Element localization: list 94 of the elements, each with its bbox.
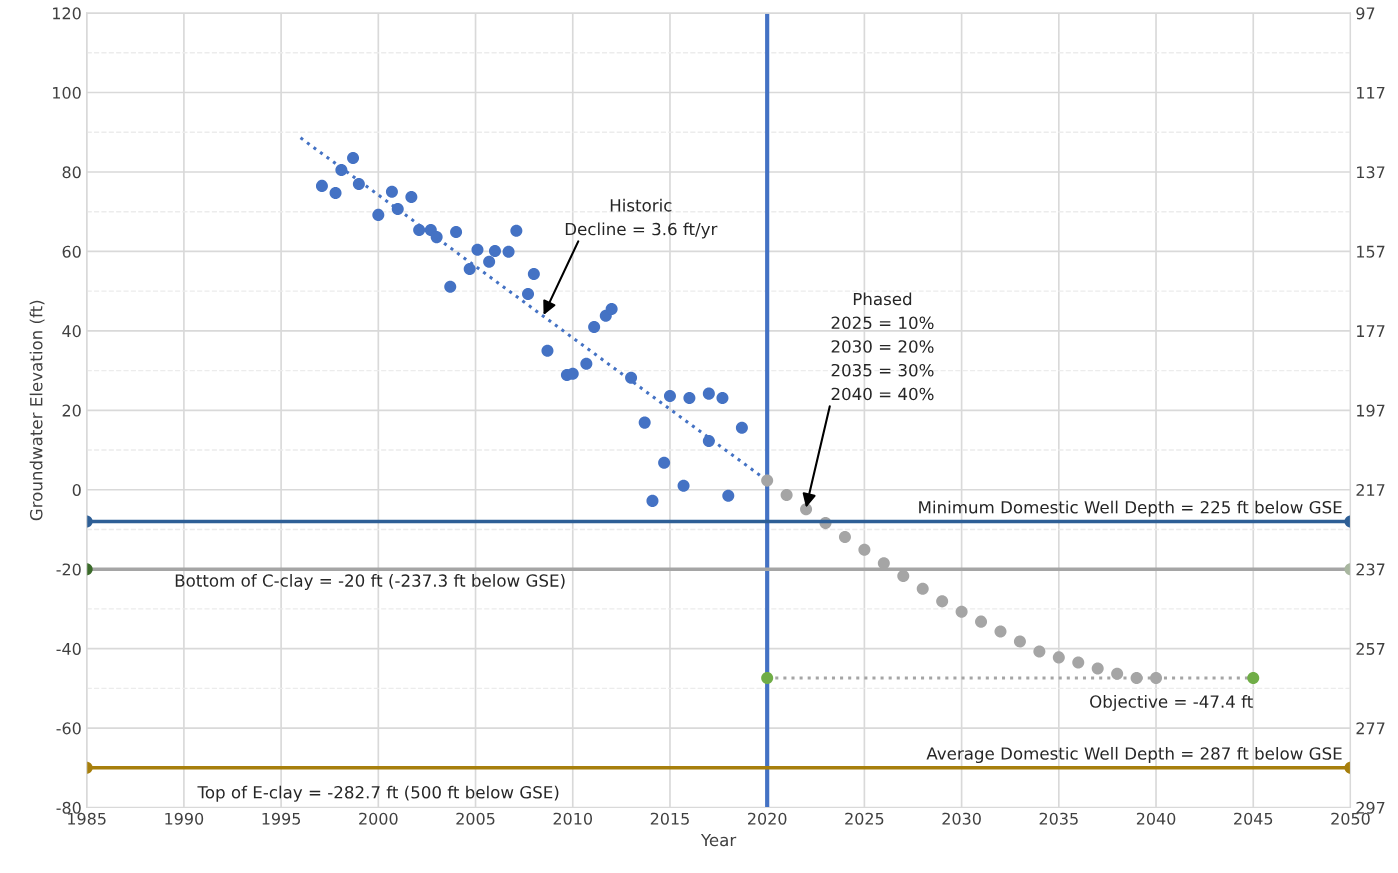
point	[646, 494, 659, 507]
y-tick-label: -20	[56, 563, 81, 576]
point	[936, 595, 949, 608]
y-tick-label: 100	[53, 86, 81, 99]
x-tick-label: 2035	[1039, 812, 1078, 825]
point	[502, 245, 515, 258]
x-tick-label: 1985	[68, 812, 106, 825]
annotation: Phased 2025 = 10% 2030 = 20% 2035 = 30% 2040 = 40%	[831, 292, 934, 401]
point	[329, 187, 342, 200]
x-tick-label: 2025	[845, 812, 884, 825]
y-tick-label: -80	[56, 801, 81, 814]
x-tick-label: 1990	[165, 812, 204, 825]
point	[347, 152, 360, 165]
y-tick-label: 60	[62, 245, 81, 258]
y2-tick-label: 137	[1357, 166, 1385, 179]
point	[761, 672, 774, 685]
point	[510, 224, 523, 237]
point	[838, 531, 851, 544]
point	[488, 245, 501, 258]
point	[352, 177, 365, 190]
x-tick-label: 1995	[262, 812, 301, 825]
x-tick-label: 2050	[1331, 812, 1370, 825]
y2-tick-label: 97	[1356, 7, 1375, 20]
point	[605, 303, 618, 316]
point	[663, 390, 676, 403]
series-label: Minimum Domestic Well Depth = 225 ft below GSE	[919, 500, 1342, 517]
y-axis-title: Groundwater Elevation (ft)	[29, 300, 45, 521]
y2-tick-label: 277	[1356, 722, 1385, 735]
x-tick-label: 2005	[456, 812, 495, 825]
y2-tick-label: 257	[1356, 642, 1385, 655]
point	[483, 255, 496, 268]
series-label: Average Domestic Well Depth = 287 ft below GSE	[926, 746, 1342, 764]
point	[683, 391, 696, 405]
x-tick-label: 2040	[1136, 812, 1176, 825]
annotation: Historic Decline = 3.6 ft/yr	[565, 198, 718, 239]
y-tick-label: -40	[56, 642, 81, 655]
point	[450, 225, 463, 238]
point	[315, 179, 328, 192]
point	[800, 503, 813, 516]
point	[463, 262, 476, 275]
series-label: Bottom of C-clay = -20 ft (-237.3 ft below GSE)	[175, 573, 565, 591]
point	[975, 615, 988, 628]
y2-tick-label: 197	[1357, 404, 1385, 417]
x-tick-label: 2020	[748, 812, 787, 825]
y-tick-label: 0	[72, 483, 81, 497]
x-tick-label: 2000	[359, 812, 398, 825]
point	[916, 582, 929, 595]
point	[994, 625, 1007, 638]
x-axis-title: Year	[700, 833, 737, 847]
x-tick-label: 2030	[942, 812, 981, 825]
point	[1033, 645, 1046, 658]
point	[527, 268, 540, 281]
point	[858, 543, 871, 556]
point	[780, 488, 793, 501]
point	[372, 208, 385, 221]
point	[1013, 635, 1026, 648]
y-tick-label: 20	[62, 404, 81, 417]
x-tick-label: 2045	[1234, 812, 1273, 825]
annotation: Top of E-clay = -282.7 ft (500 ft below GSE)	[197, 785, 559, 802]
point	[761, 474, 774, 487]
y-tick-label: 80	[62, 166, 81, 179]
annotation: Objective = -47.4 ft	[1090, 694, 1253, 712]
point	[541, 344, 554, 357]
x-tick-label: 2010	[553, 812, 593, 825]
point	[1091, 662, 1104, 675]
point	[955, 605, 968, 618]
y2-tick-label: 237	[1356, 563, 1385, 576]
point	[444, 280, 457, 293]
point	[677, 479, 690, 492]
y-tick-label: 120	[53, 7, 81, 20]
point	[413, 223, 426, 236]
point	[385, 185, 398, 198]
y2-tick-label: 297	[1356, 801, 1385, 814]
point	[522, 287, 535, 300]
point	[716, 391, 729, 405]
point	[1072, 656, 1085, 669]
y2-tick-label: 177	[1357, 325, 1385, 337]
point	[405, 190, 418, 204]
point	[638, 416, 651, 429]
point	[722, 489, 735, 502]
y2-tick-label: 157	[1357, 245, 1385, 258]
y2-tick-label: 217	[1356, 483, 1385, 496]
point	[702, 387, 715, 400]
point	[580, 357, 593, 370]
y2-tick-label: 117	[1357, 86, 1385, 99]
point	[1247, 672, 1260, 685]
point	[658, 456, 671, 469]
y-tick-label: 40	[62, 325, 81, 338]
point	[735, 421, 748, 434]
point	[471, 243, 484, 256]
point	[1052, 651, 1065, 664]
point	[588, 320, 601, 333]
y-tick-label: -60	[56, 722, 81, 735]
x-tick-label: 2015	[650, 812, 689, 825]
